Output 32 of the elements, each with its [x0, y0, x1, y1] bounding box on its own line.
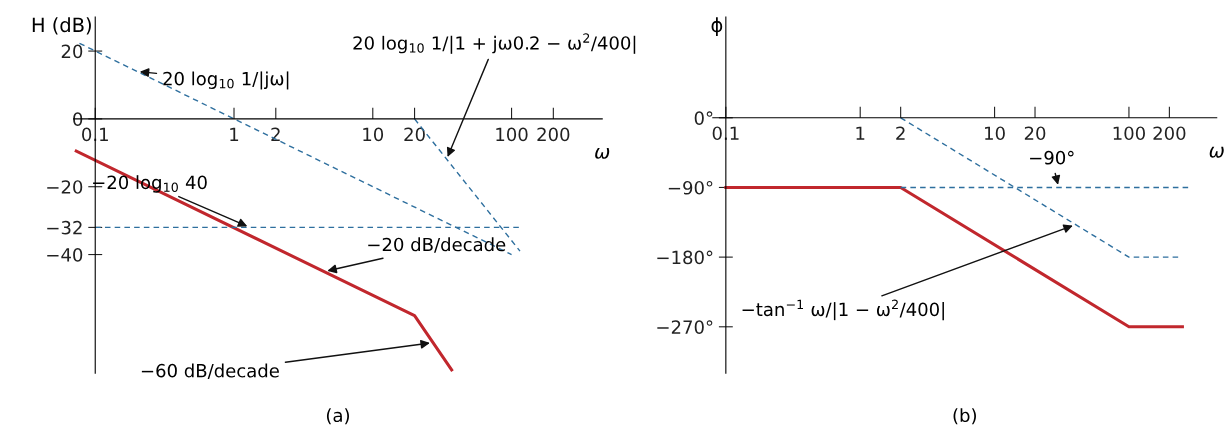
y-tick-label: −90°	[668, 180, 713, 195]
x-tick-label: 2	[271, 127, 280, 141]
annotation: −90°	[1030, 150, 1074, 165]
x-axis-title: ω	[595, 147, 610, 159]
y-tick-label: −32	[47, 220, 82, 235]
annotation: −tan$^{−1}$ ω/|1 − ω$^{2}$/400|	[742, 299, 944, 321]
x-tick-label: 100	[1113, 126, 1145, 141]
y-axis-title: H (dB)	[32, 17, 91, 35]
x-tick-label: 10	[363, 127, 384, 142]
annotation: −60 dB/decade	[141, 363, 279, 379]
y-tick-label: 0°	[694, 111, 713, 125]
y-tick-label: −270°	[657, 320, 713, 334]
text: (b)	[953, 408, 976, 425]
x-tick-label: 1	[230, 127, 239, 141]
x-tick-label: 100	[496, 127, 528, 142]
x-tick-label: 20	[1024, 126, 1046, 141]
y-axis-title: ϕ	[711, 17, 723, 36]
annotation: −20 dB/decade	[368, 237, 506, 253]
text: (a)	[326, 408, 349, 425]
annotation: 20 log$_{10}$ 1/|1 + jω0.2 − ω$^{2}$/400|	[353, 33, 636, 54]
x-tick-label: 10	[985, 126, 1005, 141]
y-tick-label: −180°	[657, 250, 713, 265]
x-tick-label: 200	[1153, 126, 1186, 141]
y-tick-label: −40	[47, 248, 83, 262]
annotation: 20 log$_{10}$ 1/|jω|	[163, 71, 289, 90]
y-tick-label: 20	[61, 44, 83, 59]
y-tick-label: −20	[47, 180, 83, 194]
x-tick-label: 1	[856, 126, 865, 140]
x-tick-label: 2	[896, 126, 905, 140]
x-tick-label: 200	[537, 127, 570, 142]
x-axis-title: ω	[1209, 146, 1224, 158]
x-tick-label: 20	[404, 127, 425, 142]
